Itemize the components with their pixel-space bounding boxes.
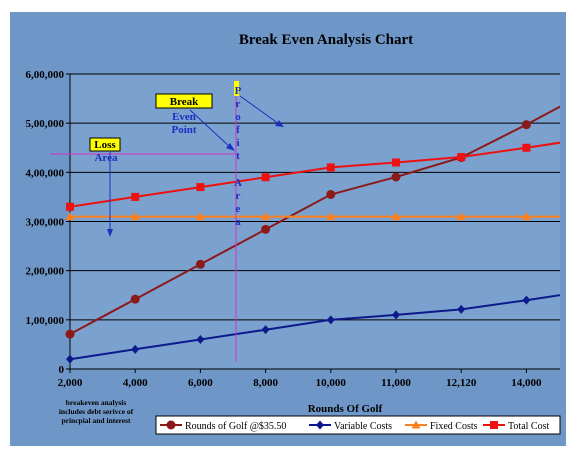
x-tick-label: 2,000 [58,377,83,389]
y-tick-label: 0 [59,364,65,376]
legend-label: Rounds of Golf @$35.50 [185,421,286,432]
chart-legend: Rounds of Golf @$35.50 Variable Costs Fixe… [156,416,560,434]
profit-area-letter: t [236,150,240,162]
legend-label: Fixed Costs [430,421,478,432]
y-tick-label: 6,00,000 [26,69,65,81]
data-point [490,421,498,429]
data-point [196,183,204,191]
data-point [66,203,74,211]
data-point [262,173,270,181]
data-point [262,225,270,233]
profit-area-letter: A [234,177,242,189]
legend-label: Total Cost [508,421,549,432]
legend-label: Variable Costs [334,421,392,432]
data-point [327,190,335,198]
area-label: Area [94,152,118,164]
profit-area-letter: P [235,85,242,97]
x-axis-title: Rounds Of Golf [308,403,383,415]
data-point [457,153,465,161]
x-tick-label: 12,120 [446,377,477,389]
profit-area-letter: r [236,98,241,110]
footnote-line: breakeven analysis [66,398,127,407]
footnote-line: includes debt serivce of [59,407,134,416]
x-tick-label: 10,000 [316,377,347,389]
y-tick-label: 5,00,000 [26,118,65,130]
footnote-line: princpial and interest [61,416,131,425]
y-tick-label: 1,00,000 [26,315,65,327]
profit-area-letter: f [236,124,240,136]
point-label: Point [171,124,196,136]
x-tick-label: 8,000 [253,377,278,389]
data-point [196,260,204,268]
data-point [392,159,400,167]
data-point [167,421,175,429]
x-tick-label: 11,000 [381,377,411,389]
data-point [131,193,139,201]
x-tick-label: 6,000 [188,377,213,389]
data-point [522,121,530,129]
data-point [522,144,530,152]
profit-area-letter: a [235,216,241,228]
chart-title: Break Even Analysis Chart [239,32,413,48]
profit-area-letter: i [236,137,239,149]
x-tick-label: 4,000 [123,377,148,389]
data-point [392,173,400,181]
y-tick-label: 3,00,000 [26,217,65,229]
data-point [327,163,335,171]
profit-area-letter: o [235,111,241,123]
y-tick-label: 4,00,000 [26,167,65,179]
loss-label: Loss [94,139,116,151]
x-tick-label: 14,000 [511,377,542,389]
data-point [131,295,139,303]
profit-area-letter: e [236,203,241,215]
break-label: Break [170,96,199,108]
y-tick-label: 2,00,000 [26,266,65,278]
data-point [66,330,74,338]
profit-area-letter: r [236,190,241,202]
